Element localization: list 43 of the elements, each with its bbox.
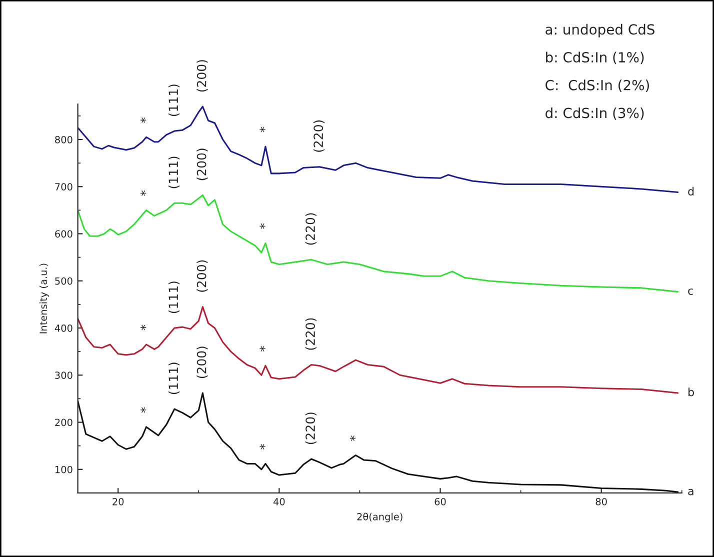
annotation: (220) bbox=[305, 318, 316, 350]
series-label: c bbox=[688, 288, 693, 295]
y-tick-label: 600 bbox=[55, 230, 72, 238]
y-tick-label: 100 bbox=[55, 466, 72, 474]
annotation: (200) bbox=[196, 60, 208, 92]
y-tick-label: 300 bbox=[55, 372, 72, 379]
series-label: b bbox=[688, 388, 694, 396]
x-tick-label: 20 bbox=[112, 498, 124, 506]
y-tick-label: 200 bbox=[55, 418, 72, 426]
annotation: d: CdS:In (3%) bbox=[546, 107, 644, 120]
y-tick-label: 400 bbox=[54, 324, 72, 332]
annotation: (111) bbox=[168, 156, 180, 188]
y-tick-label: 700 bbox=[55, 183, 72, 190]
x-axis-title: 2θ(angle) bbox=[357, 512, 402, 522]
annotation: (200) bbox=[196, 148, 208, 180]
annotation: * bbox=[140, 324, 146, 330]
annotation: (220) bbox=[313, 120, 325, 152]
x-tick-label: 80 bbox=[596, 498, 607, 506]
annotation: (111) bbox=[168, 282, 180, 314]
x-tick-label: 60 bbox=[434, 498, 446, 506]
annotation: (111) bbox=[168, 362, 180, 394]
annotation: * bbox=[140, 190, 146, 196]
text: a: undoped CdS bbox=[546, 24, 654, 38]
annotation: (220) bbox=[305, 213, 316, 245]
x-tick-label: 40 bbox=[273, 498, 285, 506]
annotation: * bbox=[140, 407, 146, 413]
annotation: * bbox=[350, 435, 356, 441]
annotation: * bbox=[260, 444, 266, 450]
annotation: (200) bbox=[196, 260, 208, 292]
y-tick-label: 500 bbox=[55, 277, 72, 285]
annotation: * bbox=[140, 117, 146, 123]
y-axis-title: Intensity (a.u.) bbox=[39, 264, 49, 334]
annotation: (220) bbox=[305, 412, 316, 444]
annotation: (111) bbox=[168, 84, 180, 116]
text: C: CdS:In (2%) bbox=[546, 80, 649, 92]
annotation: * bbox=[260, 126, 266, 132]
series-label: a bbox=[688, 488, 694, 496]
annotation: * bbox=[260, 223, 266, 229]
y-tick-label: 800 bbox=[55, 136, 72, 144]
text: b: CdS:In (1%) bbox=[546, 52, 644, 64]
annotation: * bbox=[260, 346, 266, 352]
annotation: (200) bbox=[196, 346, 208, 378]
series-label: d bbox=[688, 186, 694, 196]
